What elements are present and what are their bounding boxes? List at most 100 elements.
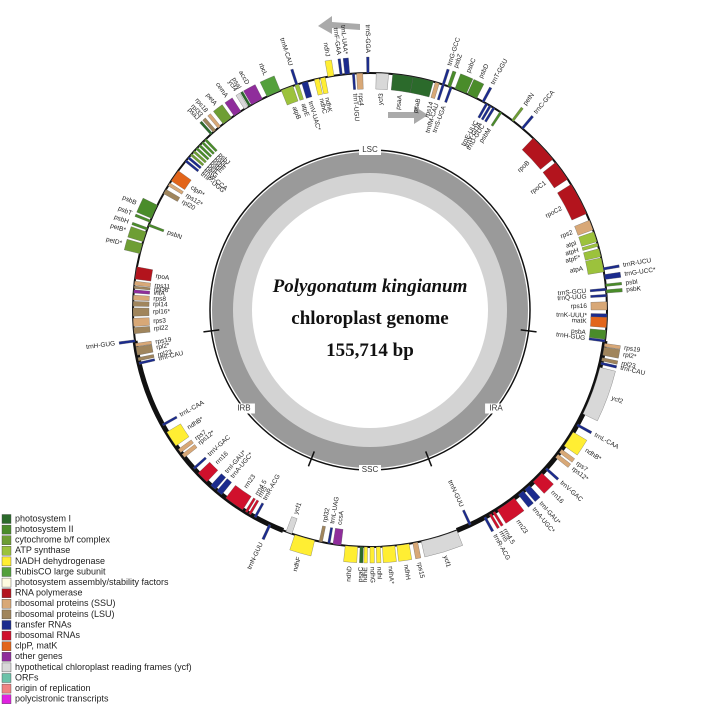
legend-label: ribosomal proteins (LSU) bbox=[15, 609, 115, 619]
gene-box bbox=[243, 84, 263, 105]
gene-box bbox=[337, 58, 343, 76]
gene-box bbox=[332, 528, 344, 546]
gene-box bbox=[590, 316, 608, 328]
gene-box bbox=[181, 444, 198, 458]
legend-label: photosystem assembly/stability factors bbox=[15, 577, 169, 587]
gene-label: trnN-GUU bbox=[446, 479, 465, 508]
gene-label: psaC bbox=[357, 566, 365, 582]
gene-box bbox=[136, 197, 158, 219]
legend-swatch bbox=[1, 546, 12, 556]
legend-label: RubisCO large subunit bbox=[15, 566, 106, 576]
legend-label: RNA polymerase bbox=[15, 588, 83, 598]
gene-box bbox=[207, 113, 221, 129]
gene-box bbox=[574, 220, 594, 236]
gene-label: psbK bbox=[626, 285, 642, 293]
region-label: LSC bbox=[362, 145, 378, 154]
gene-box bbox=[376, 546, 382, 564]
gene-label: trnI-CAU bbox=[620, 365, 647, 378]
genome-label: chloroplast genome bbox=[291, 308, 448, 329]
gene-box bbox=[462, 509, 472, 526]
gene-label: psaA bbox=[395, 94, 404, 110]
gene-box bbox=[557, 184, 587, 221]
gene-box bbox=[248, 499, 260, 516]
legend-label: origin of replication bbox=[15, 683, 91, 693]
gene-label: atpH bbox=[564, 247, 579, 258]
legend-swatch bbox=[1, 630, 12, 641]
gene-label: trnH-GUG bbox=[556, 331, 586, 342]
legend-label: photosystem II bbox=[15, 524, 74, 534]
gene-box bbox=[582, 367, 616, 422]
gene-label: trnL-CAA bbox=[179, 399, 206, 418]
gene-box bbox=[132, 301, 150, 307]
gene-label: rrn16 bbox=[549, 489, 565, 505]
legend-label: ATP synthase bbox=[15, 545, 70, 555]
gene-label: infA bbox=[153, 290, 165, 298]
legend-label: hypothetical chloroplast reading frames … bbox=[15, 662, 192, 672]
gene-label: ndhE bbox=[362, 566, 369, 582]
gene-box bbox=[318, 525, 326, 543]
legend-label: cytochrome b/f complex bbox=[15, 535, 111, 545]
region-label-bg bbox=[485, 403, 508, 414]
gene-box bbox=[133, 289, 150, 295]
gene-box bbox=[559, 449, 575, 463]
gene-box bbox=[197, 461, 219, 483]
gene-box bbox=[454, 73, 474, 94]
gene-box bbox=[590, 294, 607, 298]
gene-box bbox=[555, 454, 571, 468]
region-label: SSC bbox=[362, 465, 379, 474]
gene-box bbox=[521, 137, 554, 170]
legend-swatch bbox=[1, 694, 12, 704]
gene-label: atpB bbox=[291, 106, 302, 121]
gene-label: trnL-UAG bbox=[329, 496, 341, 524]
gene-box bbox=[171, 170, 192, 190]
gene-box bbox=[489, 513, 500, 529]
gene-label: psbI bbox=[625, 279, 638, 287]
gene-box bbox=[178, 439, 194, 453]
gene-box bbox=[210, 473, 226, 490]
gene-box bbox=[201, 141, 215, 155]
gene-box bbox=[480, 104, 492, 121]
gene-box bbox=[133, 294, 150, 301]
gene-box bbox=[359, 546, 364, 564]
gene-label: trnM-CAU bbox=[278, 37, 294, 67]
gene-label: rpoA bbox=[155, 273, 170, 282]
region-label: IRA bbox=[489, 404, 503, 413]
gene-label: psbH bbox=[113, 214, 130, 226]
gene-label: rpl23 bbox=[157, 349, 173, 359]
gene-label: rps16 bbox=[571, 303, 588, 310]
region-label: IRB bbox=[237, 404, 250, 413]
gene-box bbox=[235, 92, 249, 110]
gene-label: ndhC bbox=[318, 98, 328, 115]
gene-box bbox=[285, 516, 298, 534]
gene-label: psbZ bbox=[453, 53, 464, 69]
gene-box bbox=[301, 81, 313, 99]
gene-box bbox=[216, 478, 232, 496]
gene-box bbox=[166, 423, 190, 447]
gene-box bbox=[224, 97, 242, 117]
legend-swatch bbox=[1, 662, 12, 673]
gene-box bbox=[467, 79, 485, 99]
gene-box bbox=[320, 77, 329, 95]
region-boundary bbox=[203, 329, 220, 333]
gene-box bbox=[601, 357, 619, 365]
gene-label: rbcL bbox=[257, 62, 269, 77]
region-label-bg bbox=[359, 145, 381, 155]
gene-label: rps11 bbox=[154, 282, 171, 291]
gene-box bbox=[225, 485, 252, 511]
gene-box bbox=[118, 339, 136, 345]
gene-label: rps8 bbox=[153, 295, 166, 303]
gene-label: ndhF bbox=[292, 556, 303, 572]
region-boundary bbox=[307, 451, 315, 467]
gene-box bbox=[603, 343, 621, 350]
gene-box bbox=[605, 288, 623, 294]
gene-box bbox=[477, 102, 488, 119]
gene-box bbox=[290, 68, 299, 86]
gene-label: psbD bbox=[478, 63, 491, 80]
gene-box bbox=[396, 543, 412, 562]
legend-swatch bbox=[1, 620, 12, 630]
gene-box bbox=[289, 534, 315, 557]
gene-box bbox=[132, 317, 150, 327]
legend-label: other genes bbox=[15, 651, 63, 661]
gene-label: rpl14 bbox=[153, 301, 168, 308]
